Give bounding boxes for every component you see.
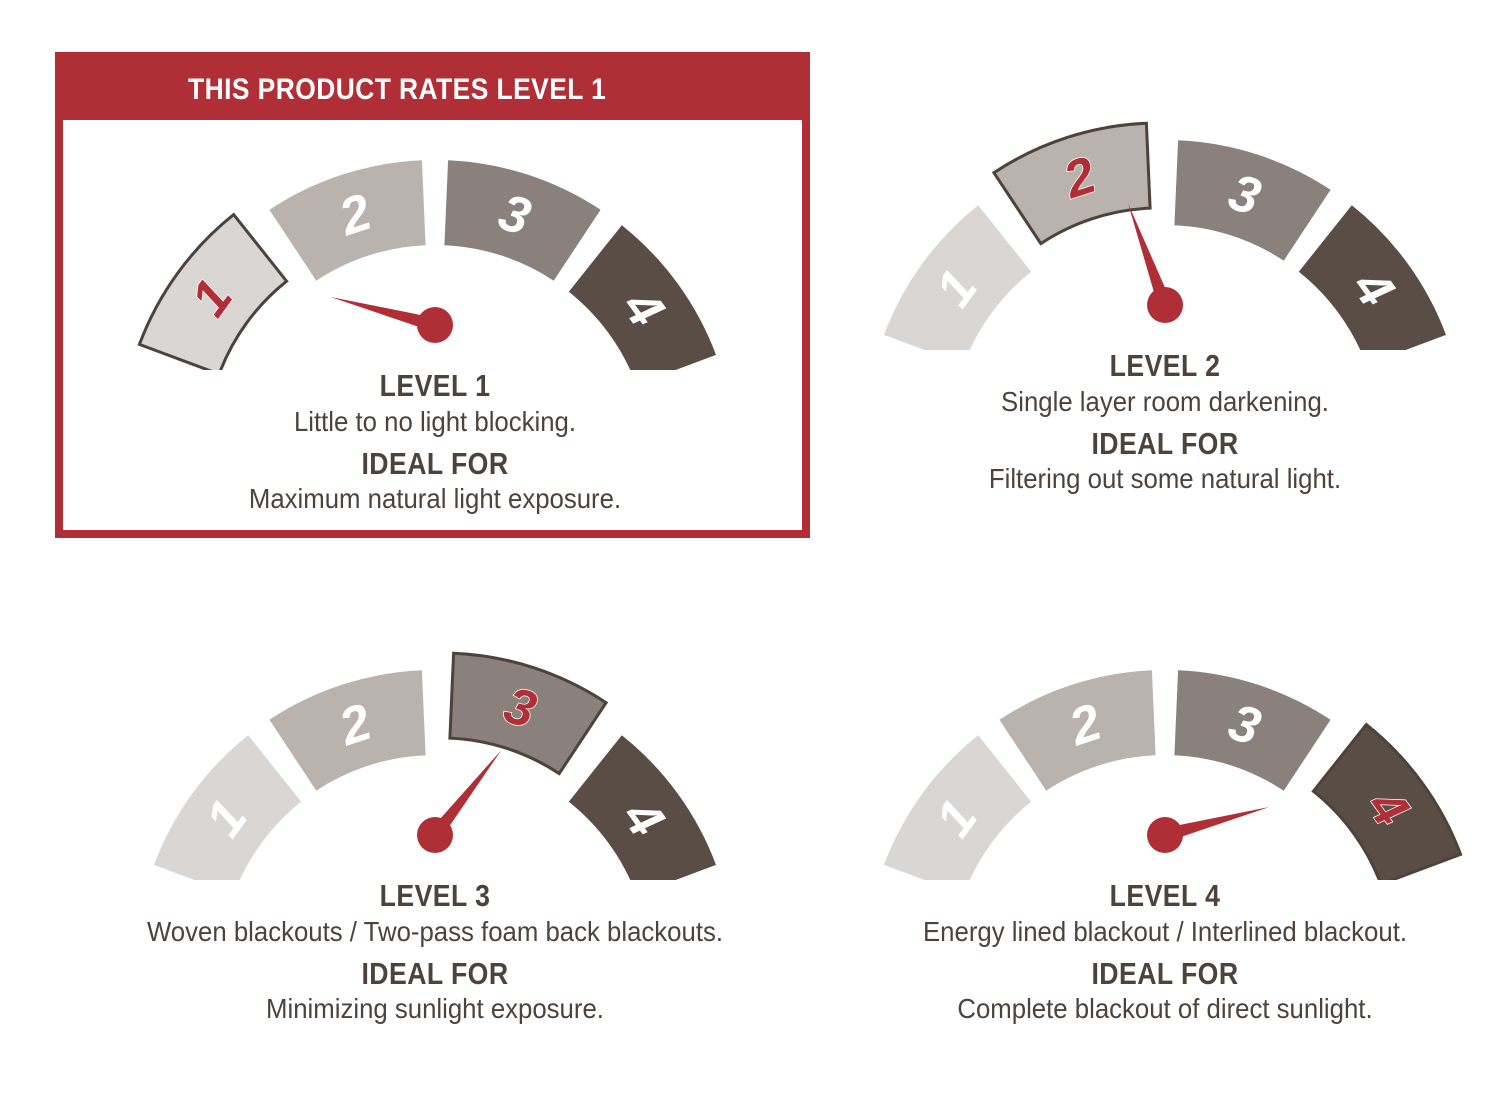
level-description: Little to no light blocking.	[293, 406, 577, 437]
ideal-for-description: Filtering out some natural light.	[988, 463, 1342, 494]
gauge-segment-4	[1298, 205, 1446, 350]
gauge-segment-4	[568, 735, 716, 880]
gauge-needle-hub	[1147, 287, 1183, 323]
gauge-segment-3	[448, 651, 609, 776]
level-description: Energy lined blackout / Interlined black…	[922, 916, 1408, 947]
level-description: Woven blackouts / Two-pass foam back bla…	[146, 916, 724, 947]
ideal-for-heading: IDEAL FOR	[361, 956, 509, 991]
gauge-segment-2	[269, 670, 426, 791]
gauge-segment-3	[1174, 670, 1331, 791]
level-heading: LEVEL 2	[1109, 348, 1221, 383]
level-heading: LEVEL 3	[379, 878, 491, 913]
level-4-caption: LEVEL 4 Energy lined blackout / Interlin…	[800, 880, 1500, 1023]
gauge-segment-2	[991, 121, 1152, 246]
gauge-needle-hub	[1147, 817, 1183, 853]
ideal-for-heading: IDEAL FOR	[1091, 956, 1239, 991]
ideal-for-description: Maximum natural light exposure.	[248, 483, 622, 514]
ideal-for-description: Complete blackout of direct sunlight.	[957, 993, 1373, 1024]
level-1-caption: LEVEL 1 Little to no light blocking. IDE…	[70, 370, 800, 513]
gauge-segment-1	[154, 735, 302, 880]
gauge-segment-3	[444, 160, 601, 281]
gauge-needle	[1163, 807, 1270, 842]
gauge-segment-4	[568, 225, 716, 370]
ideal-for-description: Minimizing sunlight exposure.	[266, 993, 604, 1024]
level-2-caption: LEVEL 2 Single layer room darkening. IDE…	[800, 350, 1500, 493]
gauge-needle-hub	[417, 307, 453, 343]
gauge-segment-3	[1174, 140, 1331, 261]
product-rating-label: THIS PRODUCT RATES LEVEL 1	[188, 73, 607, 106]
ideal-for-heading: IDEAL FOR	[361, 446, 509, 481]
product-rating-box: THIS PRODUCT RATES LEVEL 1	[55, 52, 810, 538]
gauge-segment-1	[884, 735, 1032, 880]
level-description: Single layer room darkening.	[1001, 386, 1329, 417]
gauge-segment-1	[137, 212, 289, 370]
gauge-segment-2	[269, 160, 426, 281]
gauge-needle	[1128, 203, 1172, 308]
gauge-needle	[429, 749, 502, 840]
level-1-gauge: 12 34	[137, 160, 716, 370]
level-2-gauge: 12 34	[884, 121, 1446, 350]
level-3-gauge: 12 34	[154, 651, 716, 880]
product-rating-banner: THIS PRODUCT RATES LEVEL 1	[63, 60, 802, 120]
ideal-for-heading: IDEAL FOR	[1091, 426, 1239, 461]
gauge-needle-hub	[417, 817, 453, 853]
gauge-needle	[330, 297, 437, 332]
gauge-segment-1	[884, 205, 1032, 350]
gauge-segment-2	[999, 670, 1156, 791]
level-heading: LEVEL 1	[379, 368, 491, 403]
level-heading: LEVEL 4	[1109, 878, 1221, 913]
level-4-gauge: 12 34	[884, 670, 1463, 880]
gauge-segment-4	[1311, 722, 1463, 880]
level-3-caption: LEVEL 3 Woven blackouts / Two-pass foam …	[70, 880, 800, 1023]
